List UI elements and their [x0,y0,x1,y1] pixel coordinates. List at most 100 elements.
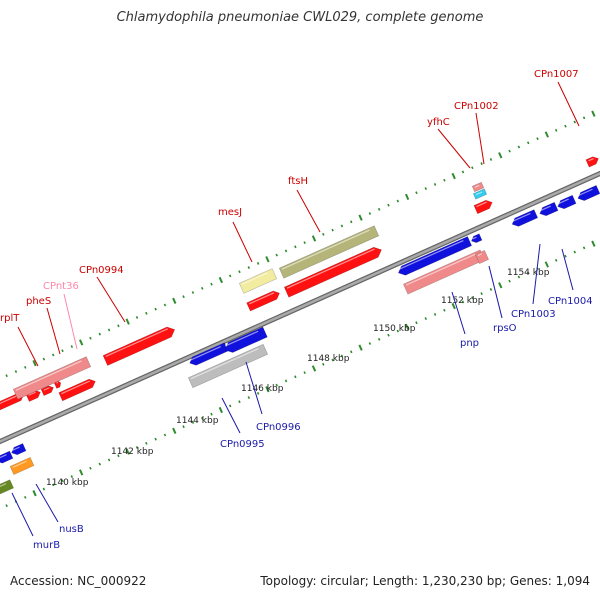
forward-tick [396,199,400,203]
gene-arrow [40,385,54,397]
forward-tick [182,295,185,299]
gene-arrow [0,450,14,464]
reverse-tick [517,275,521,279]
reverse-tick [5,504,8,508]
reverse-tick [451,302,456,310]
forward-tick [24,365,27,369]
gene-box [9,457,35,475]
gene-arrow [577,185,600,201]
forward-tick [284,249,288,253]
forward-tick [387,203,390,207]
forward-tick [294,245,297,249]
reverse-tick [322,362,325,366]
forward-tick [350,220,353,224]
gene-label-CPnt36: CPnt36 [43,281,79,292]
reverse-tick [89,466,92,470]
forward-tick [89,336,92,340]
forward-tick [51,353,55,357]
leader-line [232,221,253,263]
forward-tick [32,360,37,367]
gene-arrow [557,194,577,210]
reverse-tick [70,475,74,478]
forward-tick [163,303,167,307]
reverse-tick [350,350,353,354]
forward-tick [471,166,474,170]
reverse-tick [396,329,400,333]
forward-tick [443,178,446,182]
forward-tick [210,282,213,286]
forward-tick [265,256,270,263]
forward-tick [303,241,306,245]
reverse-tick [331,358,334,362]
gene-arrow [11,443,27,456]
leader-line [221,397,241,434]
forward-tick [218,276,223,284]
forward-tick [517,145,521,149]
reverse-tick [107,458,111,462]
gene-label-CPn1002: CPn1002 [454,101,499,112]
reverse-tick [526,271,530,275]
gene-arrow [58,378,96,402]
gene-arrow [397,236,473,276]
forward-tick [275,253,278,257]
reverse-tick [218,406,223,414]
forward-tick [424,187,427,190]
reverse-tick [125,448,130,455]
gene-label-pnp: pnp [460,338,479,349]
reverse-tick [311,365,317,372]
forward-tick [582,116,586,120]
forward-tick [498,152,503,159]
forward-tick [480,162,483,166]
leader-line [557,81,580,127]
leader-line [245,361,263,415]
reverse-tick [508,279,511,283]
accession-text: Accession: NC_000922 [10,574,147,588]
reverse-tick [200,416,204,420]
reverse-tick [303,371,306,375]
reverse-tick [591,240,596,247]
forward-tick [573,120,576,124]
reverse-tick [265,386,270,393]
reverse-tick [573,250,576,254]
gene-box [474,249,490,265]
map-title: Chlamydophila pneumoniae CWL029, complet… [116,10,484,25]
forward-tick [125,318,130,325]
reverse-tick [544,261,549,268]
reverse-tick [404,323,410,331]
forward-tick [536,137,539,141]
forward-tick [107,328,111,332]
gene-label-CPn1003: CPn1003 [511,309,556,320]
forward-tick [591,110,596,117]
gene-label-nusB: nusB [59,524,84,535]
forward-tick [42,357,46,361]
reverse-tick [42,487,46,491]
scale-label: 1142 kbp [111,447,154,457]
reverse-tick [358,344,363,351]
reverse-tick [24,495,27,499]
gene-label-ftsH: ftsH [288,176,308,187]
reverse-tick [480,292,483,296]
forward-tick [200,286,204,290]
leader-line [296,189,321,233]
gene-features [0,156,600,501]
genome-backbone-highlight [0,172,600,443]
leader-line [532,243,541,305]
gene-box [471,181,485,193]
forward-tick [247,266,251,269]
forward-tick [256,261,260,265]
gene-label-rpsO: rpsO [493,323,517,334]
forward-tick [322,232,325,236]
forward-tick [404,193,410,201]
forward-tick [564,124,567,128]
leader-line [451,291,466,335]
leader-line [46,307,61,355]
gene-label-CPn1007: CPn1007 [534,69,579,80]
forward-tick [14,370,18,373]
forward-tick [79,339,84,346]
forward-tick [135,316,139,319]
leader-line [96,276,126,323]
reverse-tick [98,462,101,466]
reverse-tick [61,479,64,483]
gene-arrow [283,246,382,298]
